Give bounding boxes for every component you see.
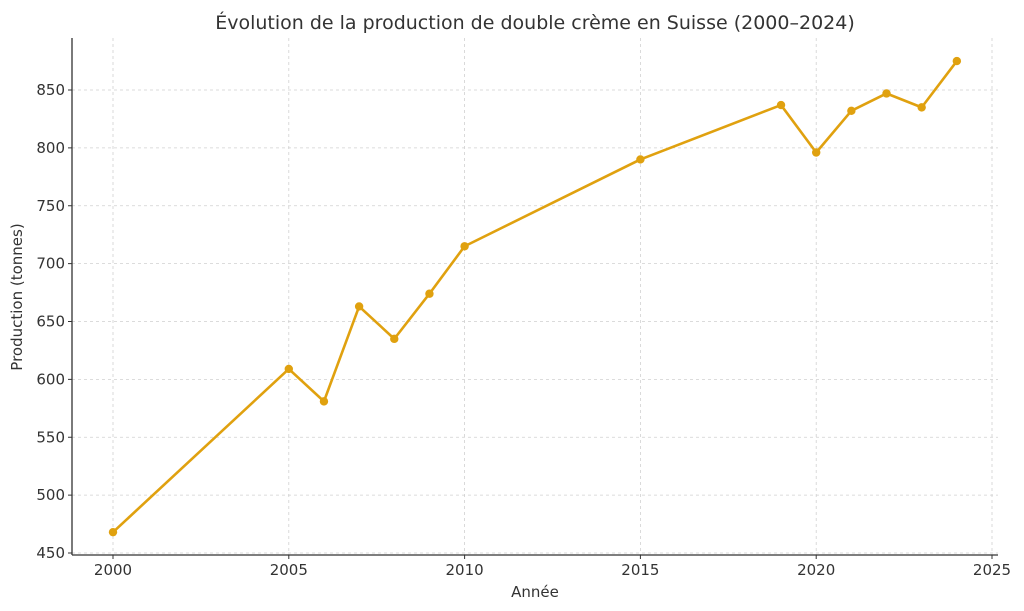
data-point: [390, 334, 399, 344]
y-tick-label: 850: [36, 81, 65, 99]
data-point: [636, 155, 645, 164]
y-tick-label: 750: [36, 197, 65, 215]
grid: [72, 38, 998, 555]
chart-title: Évolution de la production de double crè…: [215, 11, 855, 34]
x-tick-label: 2025: [973, 561, 1011, 579]
y-tick-label: 700: [36, 255, 65, 273]
y-tick-label: 450: [36, 544, 65, 562]
y-tick-label: 600: [36, 370, 65, 388]
series-line: [112, 60, 958, 534]
y-tick-label: 800: [36, 139, 65, 157]
data-point: [319, 397, 329, 406]
x-axis-label: Année: [511, 583, 559, 601]
data-point: [812, 148, 821, 157]
data-point: [425, 289, 434, 298]
data-point: [847, 106, 856, 116]
axes: 2000 2005 2010 2015 2020 2025 450 500 550 600 650 7…: [36, 38, 1011, 579]
y-tick-label: 550: [36, 428, 65, 446]
data-point: [108, 527, 118, 537]
x-tick-label: 2015: [621, 561, 659, 579]
data-point: [882, 89, 891, 98]
y-tick-label: 500: [36, 486, 65, 504]
x-tick-label: 2010: [446, 561, 484, 579]
data-series: [108, 56, 962, 537]
y-tick-label: 650: [36, 313, 65, 331]
data-point: [776, 100, 786, 110]
data-point: [354, 302, 364, 311]
data-point: [460, 242, 469, 251]
x-tick-label: 2000: [94, 561, 132, 579]
data-point: [284, 364, 293, 374]
y-axis-label: Production (tonnes): [8, 223, 26, 370]
data-point: [917, 103, 926, 112]
data-point: [952, 56, 962, 66]
x-tick-label: 2005: [270, 561, 308, 579]
x-tick-label: 2020: [797, 561, 835, 579]
